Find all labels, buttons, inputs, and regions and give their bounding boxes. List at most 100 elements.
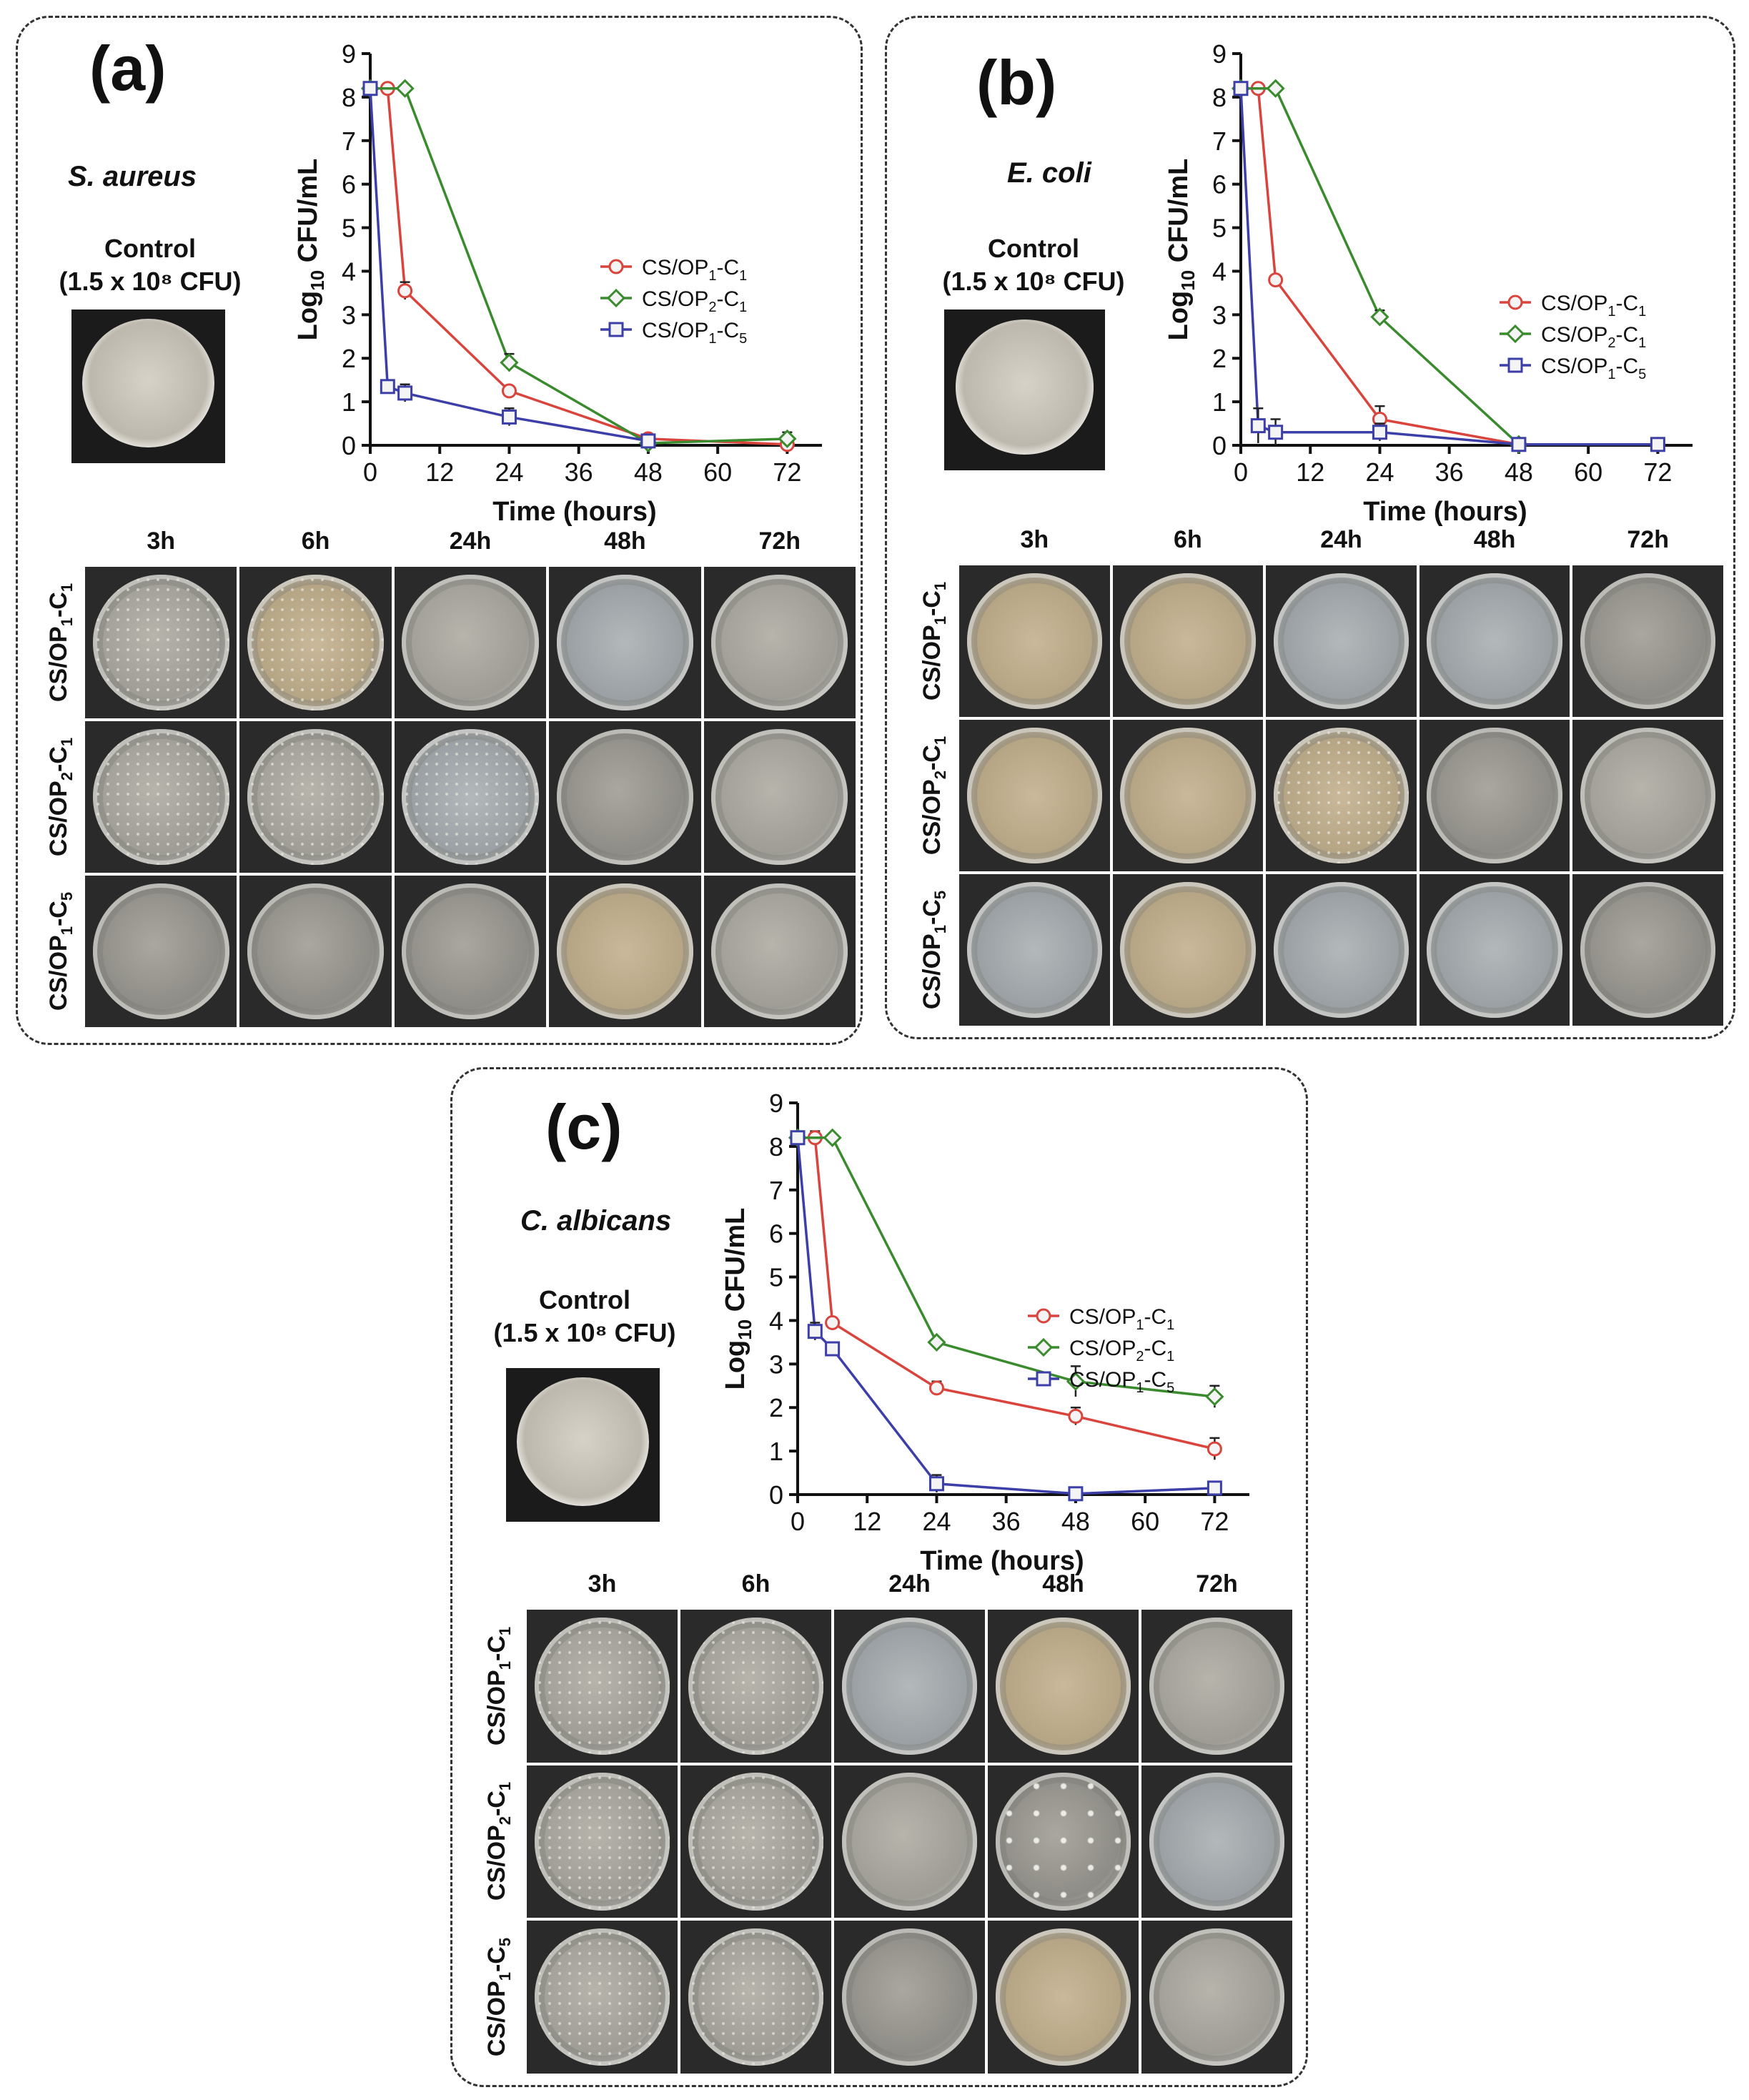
y-tick-label: 0 [342, 431, 356, 460]
organism-name: S. aureus [68, 161, 197, 192]
y-tick-label: 6 [769, 1219, 783, 1249]
panel-label: (a) [89, 33, 167, 104]
data-point [1036, 1308, 1051, 1324]
data-point [1034, 1337, 1054, 1357]
petri-dish-image [239, 876, 392, 1027]
data-point [397, 385, 413, 401]
legend-entry: CS/OP2-C1 [1069, 1337, 1174, 1364]
organism-name: E. coli [1007, 157, 1091, 189]
legend-entry: CS/OP2-C1 [642, 287, 747, 315]
time-column-header: 72h [758, 528, 801, 555]
x-tick-label: 24 [495, 457, 523, 487]
petri-dish-image [527, 1765, 678, 1918]
series-csop1c5 [362, 81, 656, 449]
series-csop1c1 [790, 1130, 1222, 1460]
data-point [1207, 1441, 1222, 1457]
petri-dish-image [680, 1765, 831, 1918]
time-kill-chart: 0 1 2 3 4 5 6 7 8 9 0 12 24 36 48 60 72 Time (hours) Log10… [1139, 24, 1735, 528]
petri-dish-image [1112, 720, 1264, 871]
x-tick-label: 60 [703, 457, 732, 487]
petri-dish-image [527, 1921, 678, 2074]
y-axis-label: Log10 CFU/mL [720, 1208, 755, 1390]
legend-entry: CS/OP1-C1 [1541, 292, 1646, 320]
y-tick-label: 3 [1212, 300, 1227, 330]
sample-row-label: CS/OP2-C1 [483, 1782, 514, 1901]
y-tick-label: 7 [342, 127, 356, 156]
panel-c: (c) C. albicans Control (1.5 x 10⁸ CFU) … [450, 1067, 1308, 2087]
grid-corner [474, 1570, 524, 1607]
x-axis-label: Time (hours) [1363, 497, 1527, 527]
petri-dish-image [988, 1610, 1139, 1763]
x-tick-label: 36 [565, 457, 593, 487]
data-point [1233, 81, 1249, 96]
control-title: Control [988, 234, 1079, 263]
petri-dish-image [1266, 720, 1417, 871]
y-tick-label: 8 [769, 1132, 783, 1162]
x-tick-label: 12 [425, 457, 454, 487]
data-point [397, 283, 413, 299]
y-tick-label: 1 [342, 387, 356, 417]
data-point [928, 1476, 944, 1492]
control-title: Control [539, 1285, 630, 1314]
petri-dish-image [1141, 1765, 1292, 1918]
data-point [825, 1341, 841, 1357]
legend-entry: CS/OP1-C1 [642, 256, 747, 284]
x-tick-label: 0 [791, 1507, 805, 1536]
series-line [1241, 86, 1658, 446]
petri-dish-image [834, 1765, 985, 1918]
data-point [1505, 324, 1525, 344]
data-point [1250, 418, 1266, 434]
y-axis-label: Log10 CFU/mL [1164, 159, 1199, 341]
legend-entry: CS/OP1-C5 [1541, 355, 1646, 382]
y-tick-label: 7 [769, 1176, 783, 1205]
data-point [927, 1332, 946, 1352]
y-tick-label: 5 [769, 1263, 783, 1292]
data-point [778, 429, 797, 448]
control-label: Control (1.5 x 10⁸ CFU) [923, 232, 1144, 298]
legend-entry: CS/OP1-C5 [642, 319, 747, 347]
grid-corner [912, 525, 956, 563]
control-title: Control [104, 234, 196, 263]
x-tick-label: 12 [1296, 457, 1324, 487]
y-tick-label: 2 [769, 1393, 783, 1422]
data-point [1507, 357, 1523, 373]
organism-name: C. albicans [520, 1205, 672, 1237]
data-point [1068, 1486, 1084, 1502]
y-tick-label: 3 [342, 300, 356, 330]
time-column-header: 24h [1320, 526, 1362, 553]
series-line [1241, 86, 1520, 446]
control-cfu: (1.5 x 10⁸ CFU) [493, 1318, 676, 1347]
data-point [1066, 1372, 1086, 1391]
data-point [823, 1128, 842, 1147]
y-tick-label: 2 [1212, 344, 1227, 373]
petri-dish-image [1266, 874, 1417, 1026]
petri-dish-image [834, 1610, 985, 1763]
petri-dish-image [988, 1921, 1139, 2074]
grid-corner [39, 527, 82, 564]
control-plate-image [944, 309, 1105, 470]
y-tick-label: 0 [769, 1480, 783, 1510]
x-tick-label: 36 [992, 1507, 1021, 1536]
control-plate-image [71, 309, 225, 463]
petri-dish-image [1419, 720, 1570, 871]
petri-dish-image [85, 567, 237, 718]
petri-dish-image [1419, 565, 1570, 717]
x-tick-label: 36 [1435, 457, 1464, 487]
data-point [380, 379, 395, 395]
petri-dish-image [1572, 874, 1723, 1026]
plate-grid: 3h 6h 24h 48h 72h CS/OP1-C1 CS/OP2-C1 CS/OP1-C5 [474, 1570, 1292, 2074]
petri-dish-image [1112, 874, 1264, 1026]
sample-row-label: CS/OP1-C1 [45, 583, 76, 703]
series-line [798, 1136, 1215, 1450]
petri-dish-image [703, 721, 856, 873]
panel-a: (a) S. aureus Control (1.5 x 10⁸ CFU) 0 1… [16, 16, 863, 1045]
data-point [395, 79, 415, 98]
data-point [928, 1380, 944, 1396]
time-column-header: 24h [888, 1570, 931, 1598]
series-line [1239, 88, 1658, 446]
data-point [1207, 1480, 1222, 1496]
data-point [501, 383, 517, 399]
panel-label: (b) [976, 47, 1057, 118]
data-point [640, 433, 656, 449]
